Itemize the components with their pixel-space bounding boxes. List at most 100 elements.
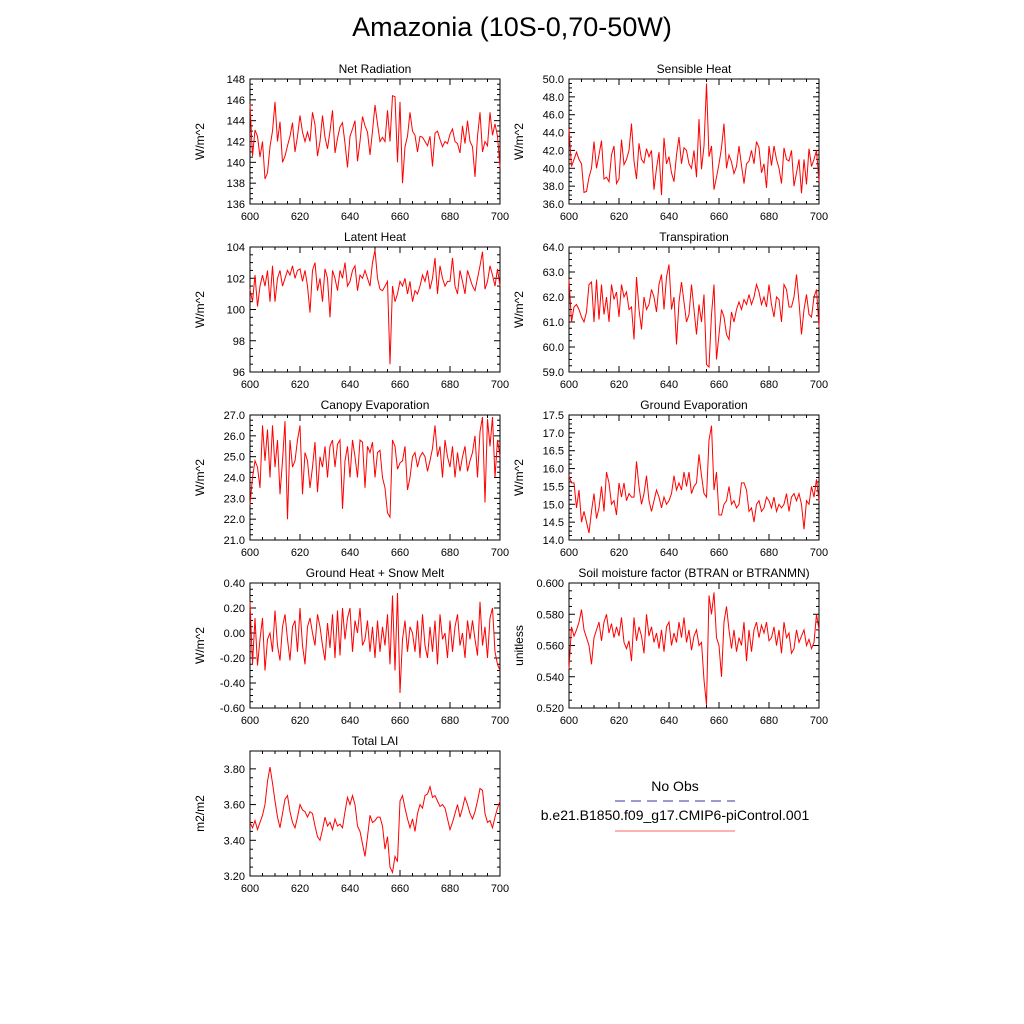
y-tick-label: 0.00	[224, 628, 245, 640]
y-axis-label: W/m^2	[512, 291, 526, 328]
x-tick-label: 700	[491, 883, 509, 895]
x-tick-label: 700	[810, 379, 828, 391]
y-axis-label: unitless	[512, 625, 526, 666]
legend-obs-label: No Obs	[651, 778, 699, 794]
x-tick-label: 600	[241, 379, 259, 391]
y-tick-label: 3.40	[224, 835, 245, 847]
x-tick-label: 680	[760, 715, 778, 727]
y-tick-label: 148	[227, 74, 245, 86]
panel-7: Ground Heat + Snow Melt W/m^2 600 620 640 660…	[193, 566, 509, 727]
y-tick-label: 0.560	[536, 641, 564, 653]
panel-5: Canopy Evaporation W/m^2 600 620 640 660 680 70…	[193, 398, 509, 559]
y-tick-label: 138	[227, 178, 245, 190]
x-tick-label: 640	[341, 883, 359, 895]
x-tick-label: 700	[491, 547, 509, 559]
x-tick-label: 680	[760, 211, 778, 223]
y-tick-label: 21.0	[224, 535, 245, 547]
panel-title: Transpiration	[659, 230, 729, 244]
y-tick-label: 44.0	[543, 128, 564, 140]
y-tick-label: -0.60	[220, 703, 245, 715]
x-tick-label: 640	[660, 211, 678, 223]
y-tick-label: 96	[233, 367, 245, 379]
y-tick-label: 0.600	[536, 578, 564, 590]
legend-model-line	[615, 830, 735, 832]
y-tick-label: -0.40	[220, 678, 245, 690]
y-tick-label: 17.5	[543, 410, 564, 422]
y-axis-label: W/m^2	[193, 123, 207, 160]
plot-frame	[249, 246, 501, 373]
y-tick-label: 0.540	[536, 672, 564, 684]
y-tick-label: 48.0	[543, 92, 564, 104]
panel-title: Canopy Evaporation	[321, 398, 430, 412]
x-tick-label: 680	[441, 883, 459, 895]
x-tick-label: 600	[241, 547, 259, 559]
y-tick-label: 17.0	[543, 428, 564, 440]
x-tick-label: 700	[491, 715, 509, 727]
x-tick-label: 640	[341, 211, 359, 223]
y-tick-label: 25.0	[224, 452, 245, 464]
y-tick-label: 15.0	[543, 499, 564, 511]
x-tick-label: 680	[760, 547, 778, 559]
x-tick-label: 640	[660, 715, 678, 727]
y-tick-label: 62.0	[543, 292, 564, 304]
legend-obs-line	[615, 800, 735, 802]
y-tick-label: 136	[227, 199, 245, 211]
x-tick-label: 700	[810, 211, 828, 223]
x-tick-label: 680	[760, 379, 778, 391]
x-tick-label: 640	[341, 715, 359, 727]
x-tick-label: 660	[710, 715, 728, 727]
y-tick-label: 42.0	[543, 145, 564, 157]
y-axis-label: m2/m2	[193, 795, 207, 832]
x-tick-label: 660	[391, 883, 409, 895]
x-tick-label: 620	[291, 883, 309, 895]
panel-9: Total LAI m2/m2 600 620 640 660 680 700 3.20 3.40…	[193, 734, 509, 895]
series-line	[568, 425, 820, 534]
panel-title: Ground Heat + Snow Melt	[306, 566, 445, 580]
y-axis-label: W/m^2	[193, 291, 207, 328]
x-tick-label: 660	[710, 547, 728, 559]
x-tick-label: 620	[610, 715, 628, 727]
y-tick-label: 24.0	[224, 473, 245, 485]
x-tick-label: 600	[241, 211, 259, 223]
panel-1: Net Radiation W/m^2 600 620 640 660 680 700 136 1…	[193, 62, 509, 223]
plot-frame	[568, 78, 820, 205]
y-tick-label: 22.0	[224, 514, 245, 526]
panel-title: Sensible Heat	[657, 62, 732, 76]
y-tick-label: 0.520	[536, 703, 564, 715]
y-axis-label: W/m^2	[193, 627, 207, 664]
x-tick-label: 620	[291, 547, 309, 559]
y-tick-label: 0.580	[536, 609, 564, 621]
y-tick-label: 60.0	[543, 342, 564, 354]
series-line	[568, 83, 820, 196]
x-tick-label: 620	[610, 379, 628, 391]
panel-3: Latent Heat W/m^2 600 620 640 660 680 700 96 98 10…	[193, 230, 509, 391]
x-tick-label: 660	[710, 211, 728, 223]
series-line	[249, 250, 501, 365]
y-tick-label: 61.0	[543, 317, 564, 329]
y-tick-label: 63.0	[543, 267, 564, 279]
y-tick-label: -0.20	[220, 653, 245, 665]
y-tick-label: 3.80	[224, 764, 245, 776]
x-tick-label: 700	[810, 715, 828, 727]
x-tick-label: 620	[291, 379, 309, 391]
y-tick-label: 146	[227, 95, 245, 107]
x-tick-label: 660	[391, 715, 409, 727]
x-tick-label: 620	[610, 547, 628, 559]
y-tick-label: 140	[227, 157, 245, 169]
page-title: Amazonia (10S-0,70-50W)	[352, 12, 672, 42]
series-line	[249, 94, 501, 184]
y-tick-label: 16.0	[543, 464, 564, 476]
y-tick-label: 0.40	[224, 578, 245, 590]
panel-6: Ground Evaporation W/m^2 600 620 640 660 680 70…	[512, 398, 828, 559]
x-tick-label: 680	[441, 547, 459, 559]
x-tick-label: 620	[291, 715, 309, 727]
y-tick-label: 38.0	[543, 181, 564, 193]
plot-frame	[249, 750, 501, 877]
x-tick-label: 700	[810, 547, 828, 559]
y-tick-label: 46.0	[543, 110, 564, 122]
y-tick-label: 104	[227, 242, 245, 254]
x-tick-label: 680	[441, 211, 459, 223]
y-axis-label: W/m^2	[193, 459, 207, 496]
series-line	[568, 264, 820, 369]
y-tick-label: 40.0	[543, 163, 564, 175]
